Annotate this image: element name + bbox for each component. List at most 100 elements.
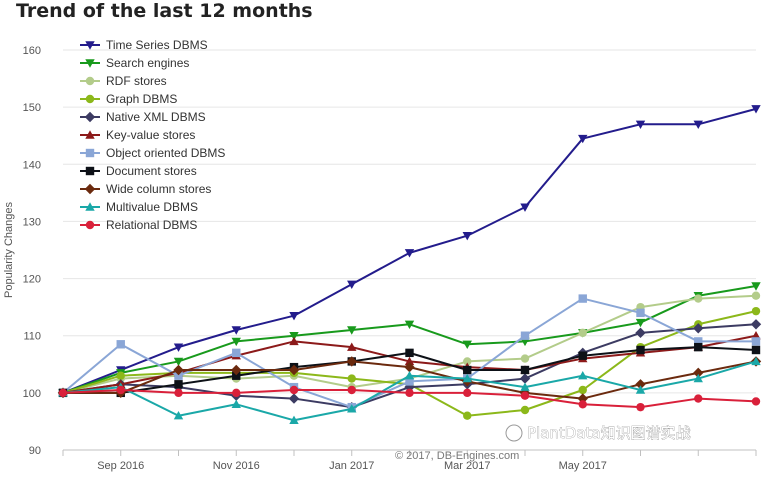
y-axis-label: Popularity Changes [3, 202, 15, 299]
data-point [635, 385, 646, 394]
data-point [520, 405, 530, 415]
legend-marker [84, 111, 96, 123]
data-point [635, 318, 646, 328]
y-tick-label: 130 [23, 216, 41, 228]
y-axis-ticks: 90 100 110 120 130 140 150 160 [23, 45, 41, 457]
data-point [751, 337, 761, 346]
x-tick-label: Nov 2016 [213, 460, 260, 472]
legend-item-document-stores[interactable]: Document stores [80, 164, 197, 178]
data-point [751, 306, 761, 316]
series-layer [57, 105, 762, 424]
data-point [404, 249, 415, 258]
data-point [520, 365, 530, 375]
watermark-text: PlantData知识图谱实战 [527, 424, 691, 442]
y-tick-label: 150 [23, 102, 41, 114]
data-point [405, 377, 414, 386]
legend-item-key-value-stores[interactable]: Key-value stores [80, 128, 195, 142]
data-point [693, 367, 704, 379]
data-point [636, 402, 645, 412]
legend-item-native-xml-dbms[interactable]: Native XML DBMS [80, 110, 206, 124]
legend-marker [85, 166, 95, 176]
legend-item-object-oriented-dbms[interactable]: Object oriented DBMS [80, 146, 225, 160]
data-point [636, 345, 645, 355]
data-point [520, 354, 530, 363]
data-point [463, 411, 472, 420]
data-point [232, 371, 241, 380]
data-point [751, 105, 761, 114]
data-point [173, 364, 184, 376]
data-point [750, 319, 762, 330]
data-point [174, 371, 183, 380]
data-point [578, 134, 588, 144]
data-point [693, 373, 703, 383]
data-point [347, 374, 356, 383]
legend-item-rdf-stores[interactable]: RDF stores [80, 74, 167, 88]
data-point [520, 203, 530, 212]
legend[interactable]: Time Series DBMS Search engines RDF stores… [80, 38, 225, 232]
data-point [347, 342, 357, 351]
y-tick-label: 110 [23, 331, 41, 343]
data-point [173, 357, 184, 367]
data-point [578, 351, 587, 360]
data-point [58, 388, 68, 398]
legend-item-wide-column-stores[interactable]: Wide column stores [80, 182, 211, 196]
legend-label: Relational DBMS [106, 218, 197, 232]
legend-label: Search engines [106, 56, 189, 70]
legend-item-search-engines[interactable]: Search engines [80, 56, 189, 70]
legend-label: Wide column stores [106, 182, 211, 196]
legend-marker [85, 130, 95, 139]
legend-marker [85, 148, 95, 158]
watermark: PlantData知识图谱实战 [505, 424, 691, 442]
legend-item-time-series-dbms[interactable]: Time Series DBMS [80, 38, 208, 52]
credit: © 2017, DB-Engines.com [395, 450, 519, 462]
data-point [289, 385, 299, 395]
data-point [405, 348, 414, 358]
data-point [635, 327, 646, 339]
data-point [232, 348, 241, 358]
legend-marker [84, 183, 96, 195]
legend-marker [85, 220, 95, 230]
legend-item-graph-dbms[interactable]: Graph DBMS [80, 92, 177, 106]
series-relational-dbms [58, 385, 761, 412]
data-point [693, 120, 703, 129]
data-point [347, 326, 357, 335]
legend-item-multivalue-dbms[interactable]: Multivalue DBMS [80, 200, 198, 214]
data-point [520, 331, 530, 340]
y-tick-label: 100 [23, 388, 41, 400]
legend-marker [85, 41, 95, 50]
data-point [694, 294, 703, 303]
legend-marker [85, 76, 95, 86]
data-point [173, 411, 184, 420]
data-point [636, 308, 645, 318]
y-tick-label: 140 [23, 159, 41, 171]
data-point [231, 337, 241, 347]
data-point [520, 391, 530, 400]
data-point [289, 332, 299, 341]
data-point [289, 336, 299, 346]
x-axis: Sep 2016 Nov 2016 Jan 2017 Mar 2017 May 2017 [62, 449, 757, 472]
legend-label: Multivalue DBMS [106, 200, 198, 214]
legend-label: Key-value stores [106, 128, 195, 142]
data-point [694, 342, 703, 352]
data-point [288, 393, 300, 404]
data-point [174, 388, 183, 398]
data-point [693, 323, 704, 334]
wechat-icon [505, 424, 523, 442]
data-point [347, 385, 356, 395]
data-point [635, 379, 646, 390]
data-point [463, 357, 472, 366]
data-point [347, 404, 357, 413]
x-tick-label: Mar 2017 [444, 460, 490, 472]
data-point [520, 382, 530, 391]
x-tick-label: May 2017 [559, 460, 607, 472]
series-time-series-dbms [58, 105, 761, 398]
legend-label: Time Series DBMS [106, 38, 208, 52]
data-point [751, 291, 761, 300]
legend-item-relational-dbms[interactable]: Relational DBMS [80, 218, 197, 232]
data-point [116, 385, 125, 395]
data-point [578, 328, 587, 338]
data-point [462, 373, 472, 383]
data-point [463, 365, 472, 375]
data-point [694, 337, 703, 346]
